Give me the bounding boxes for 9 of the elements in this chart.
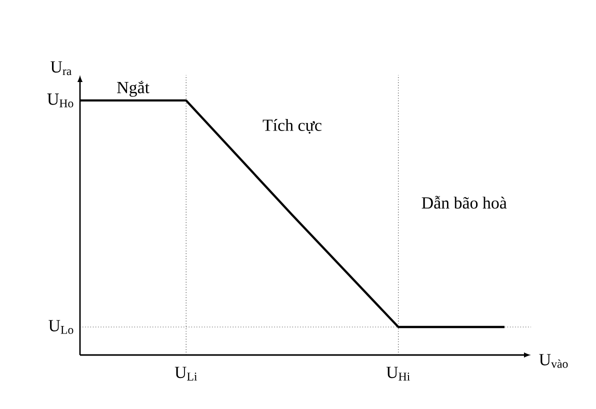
ref-line-label: U$_{Lo}$ [48,320,74,334]
annotation: Tích cực [262,119,322,134]
x-tick-label: U$_{Li}$ [174,366,198,380]
x-tick-label: U$_{Hi}$ [386,366,410,380]
x-axis-title: U$_{vào}$ [539,354,568,368]
y-axis-title: U$_{ra}$ [50,61,72,76]
text: U$_{Ho}$ [47,94,74,108]
annotation: Dẫn bão hoà [422,196,507,209]
text: Ngắt [117,80,150,97]
